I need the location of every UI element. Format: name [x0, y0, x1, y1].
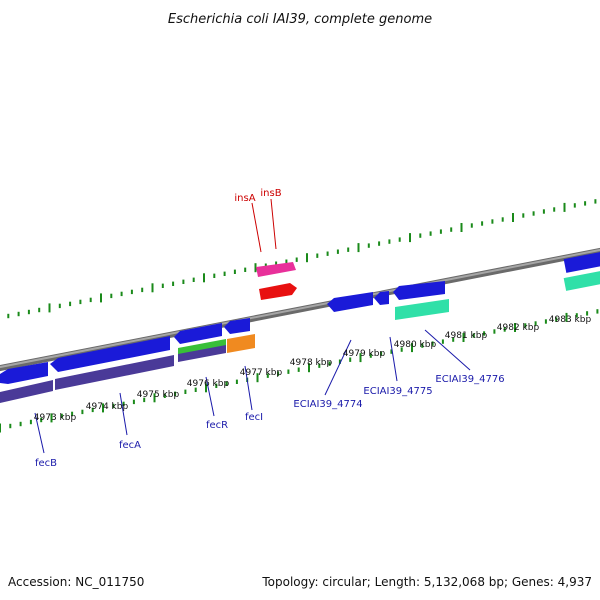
cds-fecR-green	[178, 339, 226, 354]
kbp-label-4981: 4981 kbp	[445, 331, 488, 341]
kbp-label-4973: 4973 kbp	[34, 413, 77, 423]
cds-fecR-purple	[178, 344, 226, 362]
gene-label-ECIAI39_4776: ECIAI39_4776	[435, 374, 504, 385]
kbp-label-4982: 4982 kbp	[497, 323, 540, 333]
gene-label-fecR: fecR	[206, 420, 228, 431]
gene-ECIAI39_4776	[393, 281, 445, 300]
kbp-label-4978: 4978 kbp	[290, 358, 333, 368]
map-title: Escherichia coli IAI39, complete genome	[168, 12, 432, 27]
gene-fecB-arrow	[0, 362, 48, 384]
accession-text: Accession: NC_011750	[8, 575, 144, 589]
gene-fwd-right	[563, 251, 600, 273]
forward-strand-features	[256, 251, 600, 300]
genome-summary-text: Topology: circular; Length: 5,132,068 bp…	[261, 575, 592, 589]
gene-fecA	[50, 336, 170, 372]
kbp-label-4975: 4975 kbp	[137, 390, 180, 400]
upper-tick-row	[7, 199, 597, 319]
gene-ECIAI39_4774	[327, 292, 373, 312]
gene-label-fecB: fecB	[35, 458, 57, 469]
label-connectors	[34, 198, 471, 454]
cds-fwd-right	[563, 270, 600, 291]
cds-ECIAI39_4776	[395, 299, 449, 320]
kbp-label-4979: 4979 kbp	[343, 349, 386, 359]
gene-insB	[259, 283, 297, 300]
genome-backbone	[0, 247, 600, 372]
cds-fecB	[0, 380, 53, 403]
reverse-strand-features	[0, 281, 449, 403]
gene-label-ECIAI39_4775: ECIAI39_4775	[363, 386, 432, 397]
kbp-label-4977: 4977 kbp	[240, 368, 283, 378]
gene-ECIAI39_4775	[374, 291, 389, 305]
gene-label-fecA: fecA	[119, 440, 141, 451]
kbp-label-4983: 4983 kbp	[549, 315, 592, 325]
kbp-label-4974: 4974 kbp	[86, 402, 129, 412]
gene-label-ECIAI39_4774: ECIAI39_4774	[293, 399, 362, 410]
gene-insA	[256, 262, 296, 277]
gene-label-insB: insB	[260, 188, 281, 199]
gene-fecR	[174, 323, 222, 344]
gene-fecI	[224, 318, 250, 334]
cds-fecA	[55, 355, 174, 390]
kbp-label-4976: 4976 kbp	[187, 379, 230, 389]
gene-label-insA: insA	[234, 193, 255, 204]
cds-fecI	[227, 334, 255, 353]
gene-label-fecI: fecI	[245, 412, 263, 423]
kbp-label-4980: 4980 kbp	[394, 340, 437, 350]
